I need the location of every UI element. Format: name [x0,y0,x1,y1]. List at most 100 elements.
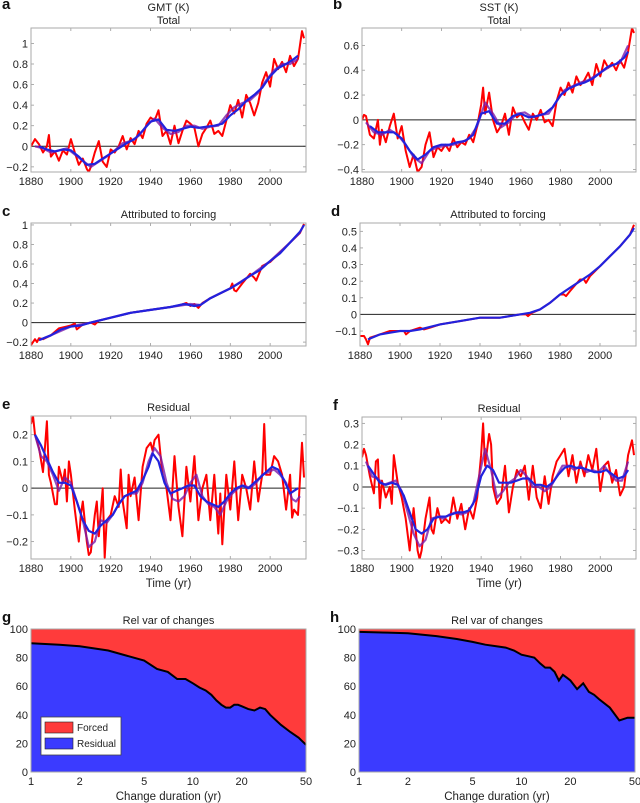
x-tick-label: 1880 [19,350,43,362]
x-tick-label: 1940 [138,176,162,188]
x-tick-label: 1900 [388,350,412,362]
chart-title: SST (K) [480,2,519,14]
x-tick-label: 2 [405,776,411,788]
plot-frame [358,628,636,773]
x-tick-label: 1920 [98,350,122,362]
x-tick-label: 1900 [59,563,83,575]
y-tick-label: 0.4 [344,65,359,77]
series-annual [31,30,305,172]
x-tick-label: 2000 [588,176,612,188]
y-tick-label: 20 [344,738,356,750]
x-tick-label: 1920 [429,176,453,188]
y-tick-label: 0.2 [13,298,28,310]
legend-label: Forced [77,723,108,734]
panel-d: d Attributed to forcing −0.1 0 0.1 0.2 0.3 0.4 0… [331,203,637,362]
y-tick-label: −0.2 [6,537,28,549]
x-axis-label: Change duration (yr) [444,791,550,803]
y-tick-label: 0.6 [13,259,28,271]
panel-label: d [331,203,340,220]
x-tick-label: 1920 [98,563,122,575]
x-tick-label: 1940 [138,563,162,575]
x-tick-label: 1980 [218,563,242,575]
chart-title: Rel var of changes [123,615,215,627]
x-tick-label: 1940 [469,563,493,575]
y-tick-label: 0.2 [13,121,28,133]
series-group [360,224,635,346]
y-tick-label: 80 [344,653,356,665]
chart-subtitle: Total [487,15,510,27]
series-smoothed-short [38,232,301,342]
y-tick-label: 0 [22,318,28,330]
panel-g: g Rel var of changes 0 20 40 60 80 100 1 2 5 10 20 50… [2,609,312,803]
x-tick-label: 1960 [509,563,533,575]
x-tick-label: 1960 [178,563,202,575]
y-tick-label: 100 [10,624,28,636]
legend-swatch-forced [44,721,74,734]
x-tick-label: 1980 [218,350,242,362]
x-tick-label: 2 [77,776,83,788]
y-tick-label: 1 [22,220,28,232]
series-group [31,30,305,172]
panel-label: g [2,609,11,626]
series-smoothed-long [38,54,299,166]
y-tick-label: 40 [16,710,28,722]
x-tick-label: 2000 [258,563,282,575]
y-tick-label: −0.2 [337,140,359,152]
y-tick-label: 0 [22,483,28,495]
panel-label: f [333,397,339,414]
panel-label: a [2,0,11,13]
x-tick-label: 1980 [218,176,242,188]
boundary-line [30,642,307,746]
legend-label: Residual [77,739,116,750]
panel-label: b [333,0,342,13]
plot-frame [30,415,307,560]
y-tick-label: 60 [344,681,356,693]
boundary-line [358,630,635,722]
x-tick-label: 20 [235,776,247,788]
x-tick-label: 1960 [178,176,202,188]
x-axis-label: Time (yr) [146,578,192,590]
y-tick-label: 0.4 [342,243,357,255]
series-smoothed-long [369,51,630,161]
series-smoothed-long [367,464,630,535]
plot-frame [359,222,637,347]
series-smoothed-long [367,227,635,341]
series-annual [362,28,635,172]
x-axis-label: Time (yr) [476,578,522,590]
y-tick-label: 0.6 [344,40,359,52]
y-tick-label: 0.5 [342,226,357,238]
x-tick-label: 2000 [258,350,282,362]
y-tick-label: −0.1 [337,503,359,515]
y-tick-label: 0 [22,767,28,779]
series-smoothed-short [364,447,630,548]
area-residual [359,631,635,772]
y-tick-label: 0.8 [13,59,28,71]
y-tick-label: −0.1 [6,510,28,522]
x-tick-label: 5 [469,776,475,788]
x-tick-label: 1900 [59,176,83,188]
x-tick-label: 1980 [548,350,572,362]
plot-frame [361,416,637,560]
x-tick-label: 2000 [588,563,612,575]
plot-frame [30,222,307,347]
x-tick-label: 2000 [258,176,282,188]
x-tick-label: 50 [300,776,312,788]
x-tick-label: 10 [187,776,199,788]
x-tick-label: 2000 [588,350,612,362]
x-tick-label: 5 [141,776,147,788]
y-tick-label: 0 [353,482,359,494]
x-tick-label: 1940 [138,350,162,362]
y-tick-label: 100 [338,624,356,636]
y-tick-label: 0.2 [344,440,359,452]
y-tick-label: 0.8 [13,239,28,251]
y-tick-label: 0 [350,767,356,779]
series-smoothed-long [38,224,305,342]
panel-e: e Residual −0.2 −0.1 0 0.1 0.2 1880 1900 1920 1940… [2,396,307,590]
x-tick-label: 1920 [428,350,452,362]
x-tick-label: 1900 [389,563,413,575]
plot-frame [30,27,307,173]
panel-h: h Rel var of changes 0 20 40 60 80 100 1 2 5 10 20 50… [330,609,640,803]
x-tick-label: 1 [28,776,34,788]
y-tick-label: −0.2 [6,337,28,349]
x-tick-label: 1900 [389,176,413,188]
